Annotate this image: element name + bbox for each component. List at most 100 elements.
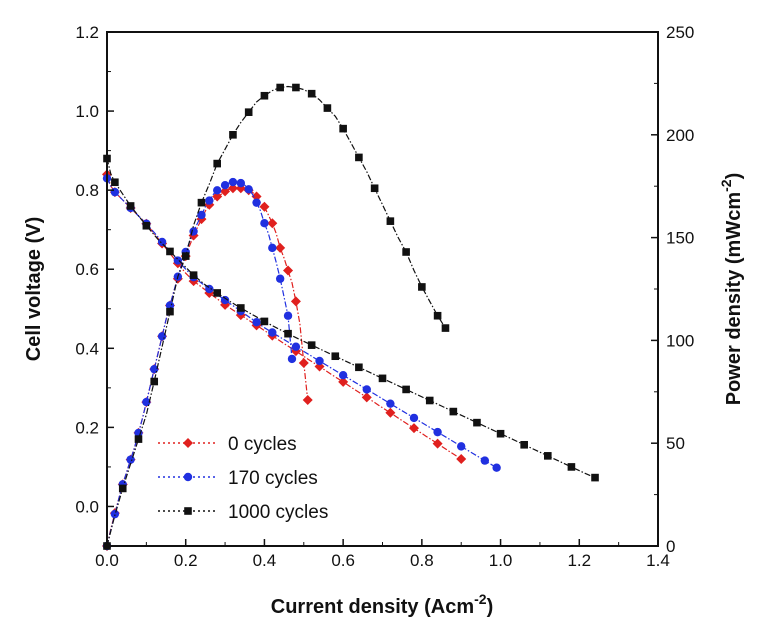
x-tick-label: 0.4 [253, 551, 277, 570]
power-point [244, 185, 253, 194]
voltage-point [480, 456, 490, 465]
voltage-point [496, 429, 505, 438]
y-left-tick-label: 0.2 [75, 418, 99, 437]
power-point [418, 283, 426, 291]
power-point [236, 178, 246, 188]
power-point [260, 91, 269, 100]
x-tick-label: 0.8 [410, 551, 434, 570]
legend-marker [183, 438, 193, 448]
power-point [355, 153, 363, 162]
voltage-point [591, 473, 599, 482]
voltage-point [492, 463, 501, 472]
y-right-tick-label: 100 [666, 331, 694, 350]
power-point [441, 324, 450, 332]
voltage-point [544, 452, 552, 460]
power-point [370, 184, 379, 193]
x-tick-label: 0.2 [174, 551, 198, 570]
power-point [197, 210, 206, 220]
voltage-point [338, 376, 349, 387]
voltage-line-0-cycles [106, 174, 462, 460]
voltage-point [520, 440, 528, 449]
power-point [402, 248, 410, 256]
power-point [189, 227, 198, 236]
voltage-point [331, 352, 340, 361]
power-point [323, 104, 332, 112]
power-point [276, 83, 284, 92]
power-point [244, 108, 253, 116]
power-point [307, 89, 316, 98]
power-point [433, 311, 442, 320]
power-point [268, 243, 277, 253]
voltage-line-1000-cycles [106, 158, 596, 479]
voltage-point [473, 418, 481, 427]
voltage-point [166, 247, 174, 256]
y-left-tick-label: 1.2 [75, 23, 99, 42]
voltage-point [361, 392, 372, 403]
power-point [292, 83, 300, 92]
power-line-170-cycles [106, 181, 293, 547]
legend-label: 0 cycles [228, 434, 297, 455]
power-point [165, 301, 175, 310]
power-point [142, 397, 151, 407]
voltage-point [213, 289, 221, 297]
legend-item-0-cycles: 0 cycles [158, 434, 297, 455]
x-axis-title: Current density (Acm-2) [271, 591, 494, 618]
power-point [275, 274, 285, 283]
voltage-point [409, 413, 419, 423]
power-point [212, 191, 223, 202]
power-point [205, 196, 214, 205]
axis-layer: 0.0 0.2 0.4 0.6 0.8 1.0 1.2 1.4 0.0 0.2 0.4 0.6 0.8 1… [75, 23, 694, 570]
voltage-point [260, 317, 269, 326]
voltage-point [284, 329, 292, 338]
voltage-point [402, 385, 410, 394]
power-point [110, 509, 120, 519]
y-left-tick-label: 0.6 [75, 260, 99, 279]
voltage-point [237, 304, 245, 312]
power-point [166, 307, 174, 316]
voltage-point [142, 221, 151, 230]
voltage-point [433, 427, 442, 437]
power-point [259, 201, 270, 212]
series-layer [102, 83, 599, 551]
y-right-tick-label: 250 [666, 23, 694, 42]
legend-item-1000-cycles: 1000 cycles [158, 502, 328, 523]
right-axis-title-sup: -2 [718, 179, 734, 192]
power-point [228, 177, 238, 187]
legend: 0 cycles 170 cycles 1000 cycles [158, 434, 328, 523]
voltage-point [425, 396, 434, 405]
power-point [227, 183, 238, 194]
power-point [134, 435, 143, 443]
power-point [251, 191, 262, 202]
power-point [213, 159, 221, 168]
voltage-point [449, 407, 458, 416]
x-tick-label: 1.0 [489, 551, 513, 570]
power-point [283, 265, 294, 276]
x-axis-title-main: Current density (Acm [271, 596, 474, 618]
right-axis-title-end: ) [723, 173, 745, 180]
power-point [339, 124, 347, 133]
power-point [181, 252, 190, 260]
voltage-point [268, 328, 277, 337]
voltage-point [456, 454, 467, 465]
power-point [220, 180, 230, 190]
right-axis-title: Power density (mWcm-2) [718, 173, 745, 406]
power-point [290, 296, 301, 307]
y-left-tick-label: 0.4 [75, 339, 99, 358]
power-point [229, 131, 237, 139]
voltage-point [386, 399, 395, 408]
y-right-tick-label: 150 [666, 229, 694, 248]
power-point [267, 218, 278, 229]
voltage-point [307, 341, 316, 349]
y-left-tick-label: 1.0 [75, 102, 99, 121]
voltage-point [362, 385, 371, 394]
voltage-point [315, 356, 324, 366]
y-left-tick-label: 0.0 [75, 497, 99, 516]
voltage-point [378, 374, 387, 383]
series-1000-cycles [103, 83, 599, 550]
power-point [197, 198, 206, 207]
voltage-point [355, 363, 363, 372]
power-point [283, 311, 293, 320]
power-point [126, 455, 135, 464]
power-point [275, 242, 286, 253]
